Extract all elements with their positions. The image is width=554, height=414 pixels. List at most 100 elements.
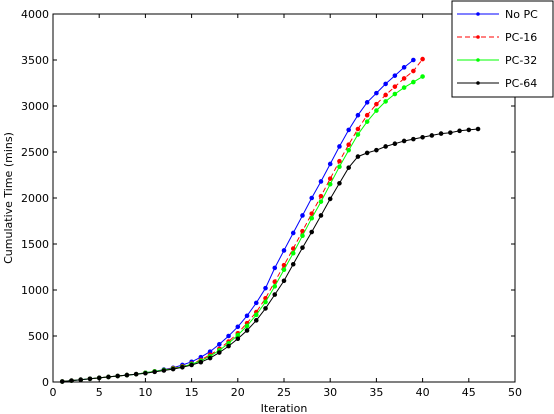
legend-marker: [476, 35, 480, 39]
x-tick-label: 40: [416, 386, 430, 399]
x-tick-label: 35: [369, 386, 383, 399]
data-point: [124, 372, 130, 378]
data-point: [226, 333, 231, 339]
data-point: [309, 211, 315, 216]
x-tick-label: 50: [508, 386, 522, 399]
data-point: [300, 228, 305, 234]
data-point: [429, 133, 435, 138]
legend-label: PC-32: [505, 54, 537, 67]
data-point: [143, 370, 148, 376]
data-point: [235, 336, 241, 342]
data-point: [466, 127, 472, 133]
data-point: [300, 245, 305, 250]
y-tick-label: 1500: [21, 238, 49, 251]
data-point: [189, 362, 194, 368]
data-point: [198, 359, 204, 365]
legend: No PC PC-16 PC-32 PC-64: [451, 0, 554, 98]
data-point: [355, 112, 361, 118]
data-point: [290, 246, 296, 251]
data-point: [244, 323, 250, 329]
data-point: [374, 101, 379, 107]
data-point: [290, 261, 296, 267]
y-tick-label: 3500: [21, 54, 49, 67]
legend-marker: [476, 12, 480, 16]
data-point: [383, 81, 388, 87]
data-point: [346, 165, 351, 170]
legend-label: PC-16: [505, 31, 537, 44]
data-point: [411, 79, 416, 85]
y-tick-label: 0: [42, 376, 49, 389]
data-point: [337, 180, 342, 186]
legend-label: No PC: [505, 8, 538, 21]
legend-marker: [476, 81, 480, 85]
data-point: [392, 84, 398, 89]
data-point: [383, 99, 388, 104]
data-point: [281, 262, 287, 268]
y-tick-label: 1000: [21, 284, 49, 297]
data-point: [281, 278, 287, 284]
legend-box: [451, 0, 554, 98]
data-point: [309, 195, 315, 201]
data-point: [207, 355, 213, 361]
series-line-3: [62, 128, 479, 382]
data-point: [180, 364, 185, 370]
data-point: [355, 132, 361, 137]
data-point: [115, 373, 120, 379]
data-point: [346, 147, 351, 153]
data-point: [170, 366, 176, 372]
data-point: [217, 350, 222, 355]
data-point: [374, 147, 379, 153]
data-point: [235, 324, 241, 330]
data-point: [272, 265, 278, 271]
legend-marker: [476, 58, 480, 62]
data-point: [309, 215, 315, 221]
data-point: [327, 196, 333, 202]
x-tick-label: 20: [231, 386, 245, 399]
data-point: [411, 68, 416, 74]
data-point: [244, 313, 250, 319]
y-tick-label: 500: [28, 330, 49, 343]
data-point: [364, 112, 370, 118]
data-point: [364, 100, 370, 105]
data-point: [272, 284, 278, 289]
data-point: [401, 85, 407, 90]
data-point: [235, 332, 241, 338]
data-point: [420, 134, 425, 140]
data-point: [420, 56, 425, 62]
data-point: [272, 279, 278, 285]
data-point: [364, 119, 370, 124]
data-point: [374, 108, 379, 113]
x-tick-label: 15: [185, 386, 199, 399]
data-point: [401, 138, 407, 144]
data-point: [383, 144, 388, 149]
y-tick-label: 3000: [21, 100, 49, 113]
x-tick-label: 25: [277, 386, 291, 399]
data-point: [411, 136, 416, 142]
x-tick-label: 0: [50, 386, 57, 399]
x-tick-label: 30: [323, 386, 337, 399]
x-tick-label: 45: [462, 386, 476, 399]
data-point: [263, 285, 268, 291]
y-axis: 0 500 1000 1500 2000 2500 3000 3500 4000: [21, 8, 515, 389]
data-point: [327, 176, 333, 181]
data-point: [364, 150, 370, 156]
data-point: [337, 158, 342, 164]
data-point: [253, 300, 259, 306]
data-point: [401, 76, 407, 81]
data-point: [411, 57, 416, 63]
data-point: [290, 250, 296, 256]
data-point: [448, 130, 453, 135]
data-point: [355, 154, 361, 159]
y-axis-label: Cumulative Time (mins): [2, 132, 15, 264]
data-point: [290, 230, 296, 236]
data-point: [475, 126, 481, 132]
y-tick-label: 2500: [21, 146, 49, 159]
data-point: [281, 248, 287, 253]
data-point: [318, 199, 324, 204]
data-point: [106, 374, 111, 380]
data-point: [300, 213, 305, 218]
data-point: [420, 74, 425, 79]
data-point: [309, 229, 315, 235]
data-point: [346, 142, 351, 147]
x-tick-label: 10: [138, 386, 152, 399]
